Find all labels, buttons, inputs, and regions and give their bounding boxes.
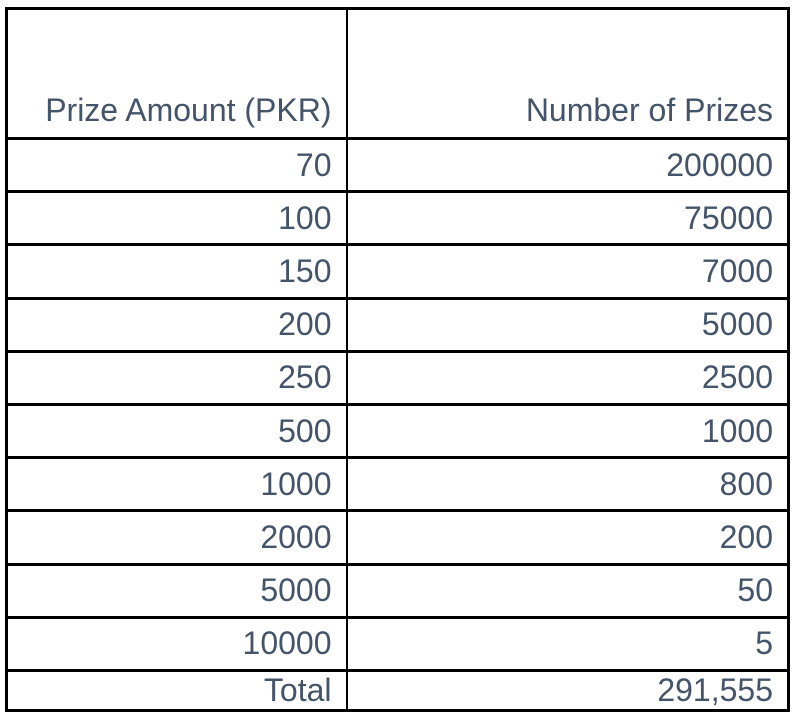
prize-amount-cell: 2000 <box>5 509 348 566</box>
number-of-prizes-cell: 1000 <box>346 402 790 460</box>
prize-amount-cell: 200 <box>5 296 348 353</box>
header-row: Prize Amount (PKR) Number of Prizes <box>5 7 790 140</box>
number-of-prizes-cell: 2500 <box>346 349 790 406</box>
prize-amount-cell: 10000 <box>5 615 348 673</box>
table-row: 70 200000 <box>5 136 790 194</box>
header-prize-amount: Prize Amount (PKR) <box>5 7 348 140</box>
number-of-prizes-cell: 50 <box>346 562 790 619</box>
table-row: 100 75000 <box>5 190 790 247</box>
total-row: Total 291,555 <box>5 669 790 712</box>
table-row: 1000 800 <box>5 456 790 513</box>
table-row: 10000 5 <box>5 615 790 673</box>
number-of-prizes-cell: 75000 <box>346 190 790 247</box>
table-row: 200 5000 <box>5 296 790 353</box>
prize-amount-cell: 1000 <box>5 456 348 513</box>
prize-amount-cell: 70 <box>5 136 348 194</box>
table-body: 70 200000 100 75000 150 7000 200 5000 250 2500 500… <box>5 136 790 673</box>
number-of-prizes-cell: 5 <box>346 615 790 673</box>
table-row: 250 2500 <box>5 349 790 406</box>
table-row: 2000 200 <box>5 509 790 566</box>
header-number-of-prizes: Number of Prizes <box>346 7 790 140</box>
total-label: Total <box>5 669 348 712</box>
prize-table: Prize Amount (PKR) Number of Prizes 70 20… <box>5 7 790 712</box>
table-row: 500 1000 <box>5 402 790 460</box>
prize-amount-cell: 150 <box>5 243 348 300</box>
prize-amount-cell: 250 <box>5 349 348 406</box>
number-of-prizes-cell: 800 <box>346 456 790 513</box>
number-of-prizes-cell: 200000 <box>346 136 790 194</box>
total-value: 291,555 <box>346 669 790 712</box>
prize-amount-cell: 500 <box>5 402 348 460</box>
prize-amount-cell: 100 <box>5 190 348 247</box>
number-of-prizes-cell: 7000 <box>346 243 790 300</box>
table-row: 5000 50 <box>5 562 790 619</box>
table-row: 150 7000 <box>5 243 790 300</box>
prize-amount-cell: 5000 <box>5 562 348 619</box>
number-of-prizes-cell: 5000 <box>346 296 790 353</box>
number-of-prizes-cell: 200 <box>346 509 790 566</box>
